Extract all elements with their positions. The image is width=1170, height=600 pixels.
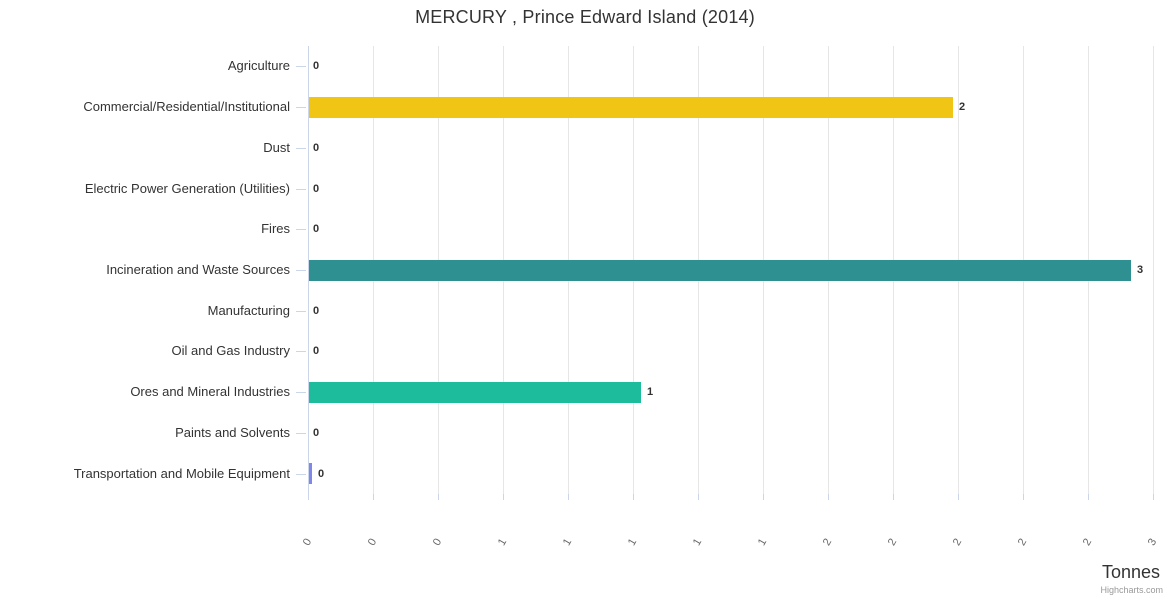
category-axis-tick-mark [296,270,306,271]
bar[interactable] [309,259,1131,281]
category-axis-tick-mark [296,474,306,475]
value-axis-tick-mark [763,494,764,500]
value-axis-tick-mark [633,494,634,500]
value-axis-tick-label: 2 [820,536,835,548]
value-axis-tick-label: 2 [950,536,965,548]
category-label: Transportation and Mobile Equipment [73,465,290,481]
category-axis-tick-mark [296,66,306,67]
value-axis-tick-mark [1088,494,1089,500]
value-axis-tick-mark [828,494,829,500]
highcharts-credits-link[interactable]: Highcharts.com [1100,585,1163,595]
bar-data-label: 0 [313,141,320,154]
bar[interactable] [309,463,312,485]
value-axis-gridline [1153,46,1154,494]
category-label: Dust [263,139,290,155]
value-axis-tick-label: 1 [755,536,770,548]
value-axis-tick-label: 2 [885,536,900,548]
value-axis-tick-label: 0 [300,536,315,548]
category-label: Agriculture [227,58,290,74]
category-axis-tick-mark [296,351,306,352]
bar-data-label: 0 [313,182,320,195]
value-axis-tick-mark [893,494,894,500]
category-axis-tick-mark [296,229,306,230]
bar-data-label: 1 [647,386,654,399]
value-axis-tick-mark [1153,494,1154,500]
category-axis-tick-mark [296,311,306,312]
category-axis-tick-mark [296,392,306,393]
value-axis-tick-mark [373,494,374,500]
category-label: Incineration and Waste Sources [106,262,290,277]
value-axis-tick-mark [308,494,309,500]
bar-data-label: 0 [313,223,320,236]
value-axis-tick-mark [1023,494,1024,500]
value-axis-tick-mark [568,494,569,500]
category-label: Oil and Gas Industry [171,343,291,359]
category-axis-tick-mark [296,189,306,190]
value-axis-tick-label: 0 [365,536,380,548]
bar[interactable] [309,96,953,118]
category-label: Commercial/Residential/Institutional [83,99,290,115]
bar-data-label: 0 [313,304,320,317]
value-axis-tick-label: 3 [1145,536,1160,548]
category-label: Fires [261,221,290,237]
value-axis-tick-mark [958,494,959,500]
bar-data-label: 3 [1137,264,1144,276]
category-label: Paints and Solvents [175,424,290,440]
value-axis-tick-label: 2 [1080,536,1095,548]
value-axis-tick-label: 2 [1015,536,1030,548]
category-axis-tick-mark [296,148,306,149]
bar-data-label: 0 [313,426,320,439]
value-axis-tick-label: 1 [495,536,510,548]
category-axis-tick-mark [296,107,306,108]
category-axis-tick-mark [296,433,306,434]
category-axis-line [308,46,309,494]
category-label: Manufacturing [207,302,290,318]
value-axis-tick-mark [698,494,699,500]
value-axis-tick-label: 0 [430,536,445,548]
category-label: Electric Power Generation (Utilities) [84,180,290,196]
bar-data-label: 0 [313,345,320,358]
bar-data-label: 0 [318,467,325,480]
category-label: Ores and Mineral Industries [130,384,290,400]
value-axis-tick-label: 1 [560,536,575,548]
bar-data-label: 0 [313,60,320,73]
value-axis-title: Tonnes [1101,562,1160,582]
value-axis-tick-label: 1 [625,536,640,548]
value-axis-tick-label: 1 [690,536,705,548]
chart-title: MERCURY , Prince Edward Island (2014) [415,7,755,27]
bar[interactable] [309,381,641,403]
bar-data-label: 2 [959,101,966,114]
value-axis-tick-mark [503,494,504,500]
value-axis-tick-mark [438,494,439,500]
